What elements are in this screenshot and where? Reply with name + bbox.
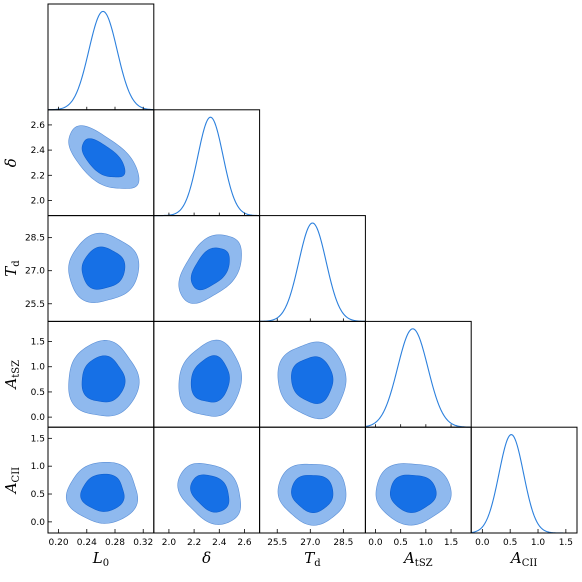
y-tick-label-3-1: 0.5: [31, 388, 45, 398]
x-tick-label-4-3: 1.5: [559, 538, 573, 548]
y-tick-label-4-1: 0.5: [31, 490, 45, 500]
contour-panel-3-2: [259, 320, 366, 428]
contour-panel-4-3: [364, 426, 472, 534]
y-tick-label-4-0: 0.0: [31, 518, 46, 528]
x-tick-label-2-0: 25.5: [267, 538, 287, 548]
contour-inner-3-1: [190, 355, 230, 403]
y-tick-label-1-2: 2.4: [31, 146, 46, 156]
y-axis-label-3: AtSZ: [2, 360, 22, 391]
contour-panel-1-0: [47, 109, 155, 217]
contour-inner-2-0: [81, 246, 126, 290]
x-axis-label-2: Td: [304, 549, 321, 569]
contour-inner-4-2: [291, 475, 334, 514]
y-tick-label-2-2: 28.5: [25, 234, 45, 244]
contour-inner-4-3: [390, 474, 437, 513]
y-tick-label-1-1: 2.2: [31, 171, 45, 181]
marginal-panel-2: [259, 215, 366, 322]
y-axis-label-2: Td: [2, 260, 22, 277]
contour-inner-1-0: [81, 138, 126, 178]
x-tick-label-3-3: 1.5: [444, 538, 458, 548]
y-tick-label-4-3: 1.5: [31, 434, 45, 444]
y-axis-2: 25.5 27.0 28.5 Td: [2, 234, 52, 310]
x-axis-label-1: δ: [202, 549, 211, 567]
y-axis-3: 0.0 0.5 1.0 1.5 AtSZ: [2, 338, 52, 423]
contour-inner-4-1: [190, 474, 230, 513]
contour-frame-4-3: [364, 426, 472, 534]
x-tick-label-3-0: 0.0: [368, 538, 383, 548]
x-tick-label-3-2: 1.0: [419, 538, 434, 548]
y-tick-label-3-0: 0.0: [31, 413, 46, 423]
marginal-frame-1: [153, 109, 261, 217]
y-tick-label-2-0: 25.5: [25, 300, 45, 310]
y-axis-label-4: ACII: [2, 467, 22, 495]
x-tick-label-1-2: 2.4: [212, 538, 227, 548]
y-axis-label-1: δ: [2, 158, 20, 167]
contour-inner-3-2: [291, 356, 334, 404]
marginal-panel-1: [153, 109, 261, 217]
x-tick-label-0-2: 0.28: [105, 538, 125, 548]
x-axis-4: 0.0 0.5 1.0 1.5 ACII: [475, 529, 573, 569]
y-axis-4: 0.0 0.5 1.0 1.5 ACII: [2, 434, 52, 528]
contour-panel-2-0: [47, 215, 155, 322]
x-axis-1: 2.0 2.2 2.4 2.6 δ: [162, 529, 252, 567]
x-tick-label-4-0: 0.0: [475, 538, 490, 548]
x-tick-label-4-2: 1.0: [531, 538, 546, 548]
x-tick-label-1-3: 2.6: [237, 538, 252, 548]
x-tick-label-2-2: 28.5: [333, 538, 353, 548]
marginal-frame-0: [47, 3, 155, 111]
x-tick-label-1-1: 2.2: [187, 538, 201, 548]
x-axis-label-4: ACII: [509, 549, 537, 569]
y-tick-label-1-3: 2.6: [31, 121, 46, 131]
x-tick-label-4-1: 0.5: [503, 538, 517, 548]
x-tick-label-2-1: 27.0: [300, 538, 320, 548]
x-tick-label-0-3: 0.32: [133, 538, 153, 548]
x-tick-label-0-0: 0.20: [49, 538, 69, 548]
marginal-curve-2: [259, 222, 366, 322]
marginal-panel-4: [470, 426, 578, 534]
x-tick-label-1-0: 2.0: [162, 538, 177, 548]
y-tick-label-1-0: 2.0: [31, 196, 46, 206]
marginal-panel-0: [47, 3, 155, 111]
contour-inner-3-0: [81, 355, 126, 403]
y-tick-label-3-2: 1.0: [31, 363, 46, 373]
marginal-frame-4: [470, 426, 578, 534]
contour-panel-4-0: [47, 426, 155, 534]
marginal-curve-0: [47, 10, 154, 111]
marginal-panel-3: [364, 320, 472, 428]
x-tick-label-0-1: 0.24: [77, 538, 97, 548]
marginal-frame-3: [364, 320, 472, 428]
x-axis-3: 0.0 0.5 1.0 1.5 AtSZ: [368, 529, 458, 569]
marginal-curve-1: [153, 116, 260, 217]
contour-panel-3-1: [153, 320, 261, 428]
contour-panel-2-1: [153, 215, 261, 322]
y-tick-label-3-3: 1.5: [31, 338, 45, 348]
contour-inner-2-1: [190, 247, 230, 291]
y-tick-label-2-1: 27.0: [25, 267, 45, 277]
contour-panel-3-0: [47, 320, 155, 428]
marginal-frame-2: [259, 215, 366, 322]
x-axis-label-3: AtSZ: [402, 549, 433, 569]
y-axis-1: 2.0 2.2 2.4 2.6 δ: [2, 121, 52, 206]
marginal-curve-4: [471, 434, 577, 534]
marginal-curve-3: [365, 328, 472, 428]
y-tick-label-4-2: 1.0: [31, 462, 46, 472]
contour-panel-4-1: [153, 426, 261, 534]
x-axis-2: 25.5 27.0 28.5 Td: [267, 529, 353, 569]
contour-inner-4-0: [80, 473, 125, 512]
x-tick-label-3-1: 0.5: [394, 538, 408, 548]
contour-panel-4-2: [259, 426, 366, 534]
x-axis-label-0: L0: [92, 549, 109, 569]
x-axis-0: 0.20 0.24 0.28 0.32 L0: [49, 529, 153, 569]
